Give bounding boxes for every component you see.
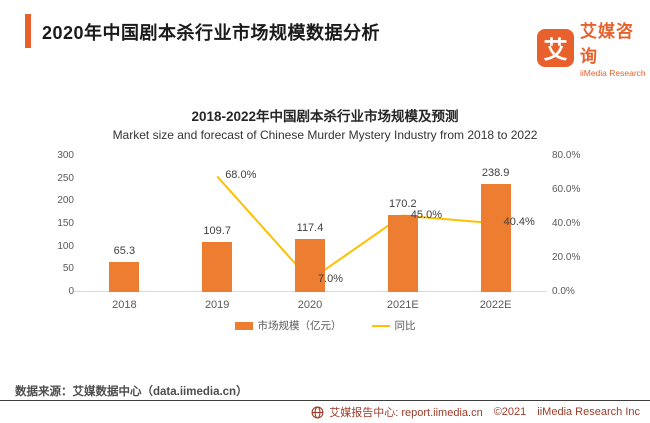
data-source-text: 数据来源：艾媒数据中心（data.iimedia.cn） [15, 386, 248, 398]
legend-label-market-size: 市场规模（亿元） [257, 320, 342, 332]
line-point-label: 68.0% [225, 169, 257, 182]
legend-item-market-size: 市场规模（亿元） [234, 318, 342, 333]
legend-line-swatch [371, 324, 390, 327]
company-text: iiMedia Research Inc [537, 406, 640, 418]
globe-icon [311, 406, 324, 418]
chart-subtitle: Market size and forecast of Chinese Murd… [112, 128, 538, 142]
bar [202, 242, 233, 292]
bar-value-label: 109.7 [203, 225, 231, 238]
line-point-label: 40.4% [503, 216, 535, 229]
chart-title: 2018-2022年中国剧本杀行业市场规模及预测 [191, 109, 459, 124]
y-axis-tick-right: 20.0% [552, 252, 581, 263]
logo-name-cn: 艾媒咨询 [579, 22, 634, 66]
yoy-line-chart [216, 175, 496, 282]
bar-value-label: 65.3 [113, 245, 136, 258]
title-accent-bar [25, 14, 31, 48]
y-axis-tick-left: 150 [57, 218, 74, 229]
x-axis-label: 2018 [112, 299, 137, 311]
iimedia-logo-icon: 艾 [537, 28, 574, 67]
bar-value-label: 117.4 [296, 221, 324, 234]
y-axis-tick-right: 0.0% [552, 286, 575, 297]
y-axis-tick-right: 80.0% [552, 150, 581, 161]
plot-area: 65.3 109.7 117.4 170.2 238.9 68.0% 7.0% 45.0% 40… [74, 156, 546, 292]
report-center-text: 艾媒报告中心: report.iimedia.cn [329, 407, 483, 419]
legend-label-yoy: 同比 [394, 320, 416, 332]
y-axis-tick-left: 50 [62, 263, 74, 275]
line-point-label: 7.0% [318, 273, 344, 286]
bottom-bar: 艾媒报告中心: report.iimedia.cn ©2021 iiMedia … [311, 404, 640, 420]
y-axis-tick-left: 100 [57, 240, 74, 252]
line-point-label: 45.0% [410, 208, 442, 221]
y-axis-tick-left: 250 [57, 172, 74, 184]
x-axis-label: 2019 [204, 299, 230, 311]
yoy-line-path [216, 175, 496, 282]
y-axis-tick-left: 0 [68, 286, 74, 297]
page-title: 2020年中国剧本杀行业市场规模数据分析 [42, 23, 381, 43]
bar [295, 238, 325, 292]
bar [387, 214, 418, 292]
y-axis-tick-left: 200 [57, 195, 74, 207]
y-axis-tick-right: 40.0% [552, 218, 581, 229]
iimedia-logo: 艾 艾媒咨询 iiMedia Research [537, 17, 650, 78]
logo-name-en: iiMedia Research [579, 68, 646, 78]
bottom-divider [0, 400, 650, 401]
x-axis-label: 2022E [479, 299, 512, 311]
logo-text: 艾媒咨询 iiMedia Research [580, 17, 650, 78]
bar-value-label: 238.9 [481, 166, 510, 179]
y-axis-tick-left: 300 [57, 150, 74, 161]
x-axis-label: 2020 [297, 299, 323, 311]
bar [480, 183, 511, 292]
legend: 市场规模（亿元） 同比 [0, 318, 650, 333]
bar-value-label: 170.2 [389, 197, 417, 210]
bar [109, 262, 140, 292]
x-axis-label: 2021E [386, 299, 419, 311]
y-axis-tick-right: 60.0% [552, 184, 581, 195]
legend-item-yoy: 同比 [371, 318, 416, 333]
copyright-text: ©2021 [493, 406, 527, 418]
legend-bar-swatch [234, 321, 253, 330]
report-center-segment: 艾媒报告中心: report.iimedia.cn [311, 404, 483, 420]
